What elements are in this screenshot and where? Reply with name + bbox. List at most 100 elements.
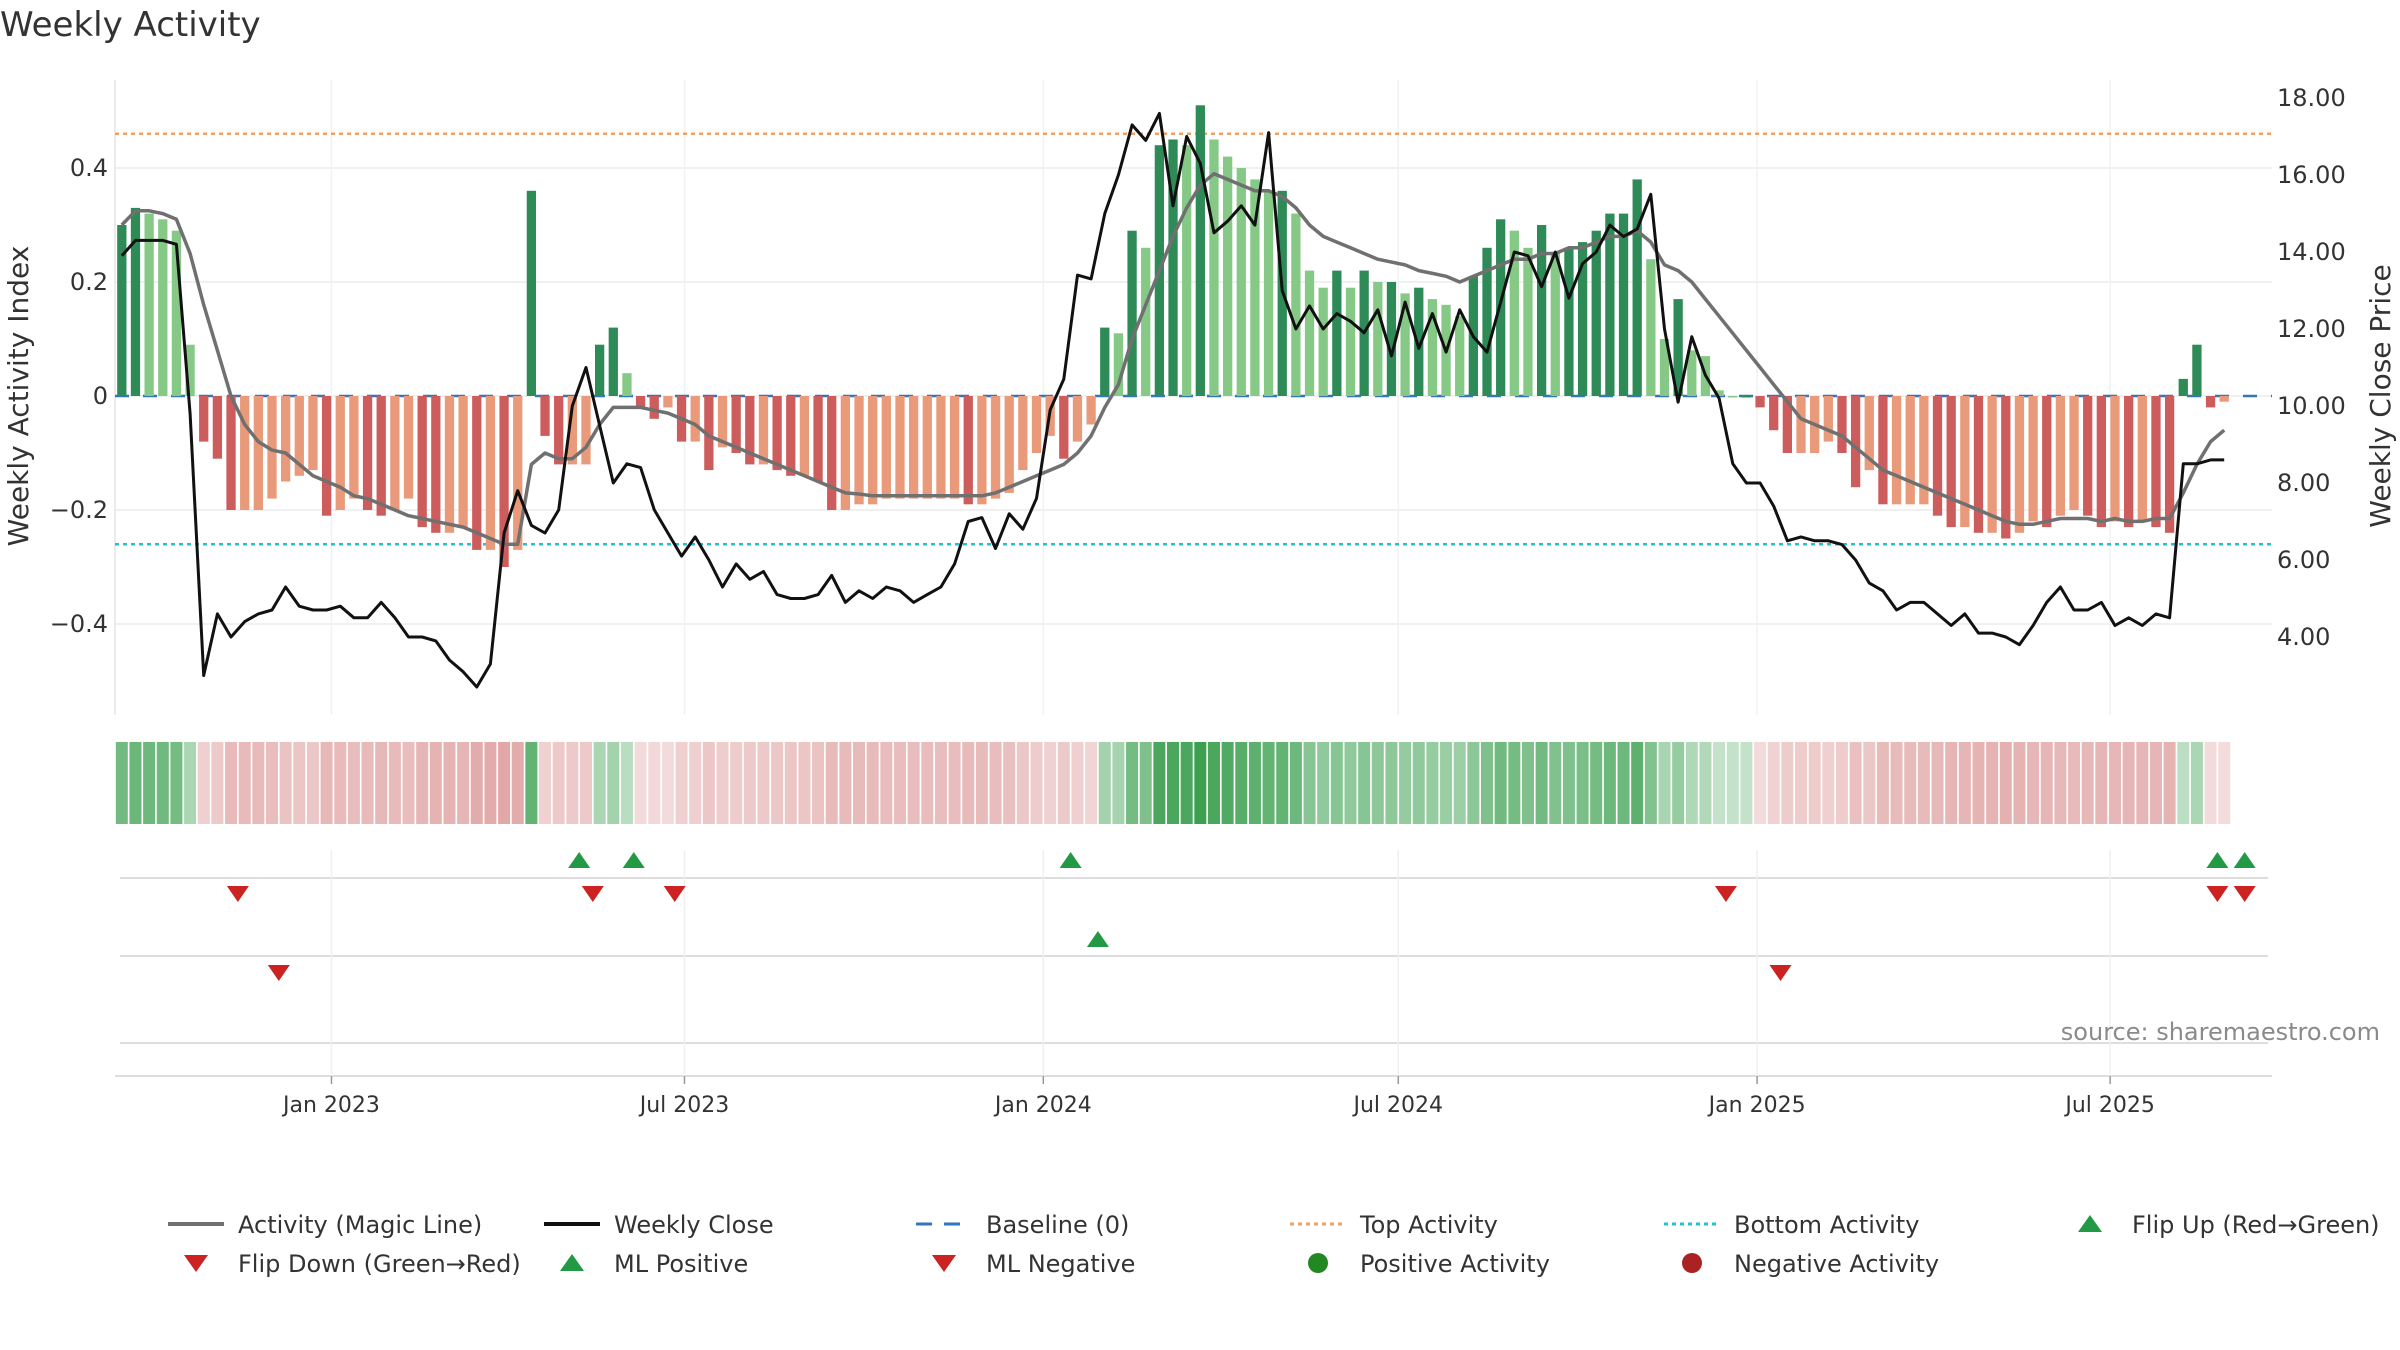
activity-bar <box>799 396 810 476</box>
activity-bar <box>2124 396 2134 528</box>
heat-cell <box>1781 742 1794 824</box>
heat-cell <box>1945 742 1958 824</box>
heat-cell <box>2218 742 2231 824</box>
activity-bar <box>595 344 605 396</box>
activity-bar <box>1414 287 1424 396</box>
flip-up-marker <box>622 852 645 868</box>
heat-cell <box>2013 742 2026 824</box>
activity-bar <box>554 396 564 465</box>
heat-cell <box>907 742 920 824</box>
legend-label: ML Positive <box>614 1250 748 1278</box>
y-tick-label-right: 4.00 <box>2277 623 2330 651</box>
activity-bar <box>540 396 550 436</box>
activity-bar <box>1932 396 1943 516</box>
flip-up-marker <box>568 852 591 868</box>
activity-bar <box>1728 396 1738 398</box>
heat-cell <box>1016 742 1029 824</box>
activity-bar <box>963 396 973 505</box>
heat-cell <box>197 742 210 824</box>
legend-swatch-circle <box>1308 1253 1328 1273</box>
activity-bar <box>1646 259 1656 396</box>
heat-cell <box>1917 742 1930 824</box>
activity-bar <box>1209 139 1219 396</box>
activity-bar <box>990 396 1001 499</box>
activity-bar <box>1304 270 1315 396</box>
y-tick-label-right: 18.00 <box>2277 84 2346 112</box>
activity-bar <box>376 396 386 516</box>
heat-cell <box>1057 742 1070 824</box>
activity-bar <box>240 396 250 510</box>
heat-cell <box>702 742 715 824</box>
activity-bar <box>704 396 714 471</box>
legend-swatch-triangle-down <box>184 1255 208 1272</box>
heat-cell <box>1399 742 1412 824</box>
x-tick-label: Jan 2024 <box>993 1093 1092 1118</box>
activity-bar <box>1427 299 1438 396</box>
activity-bar <box>1673 299 1683 396</box>
heat-cell <box>1849 742 1862 824</box>
heat-cell <box>143 742 156 824</box>
activity-bar <box>444 396 455 533</box>
activity-bar <box>1755 396 1765 408</box>
heat-cell <box>2149 742 2162 824</box>
heat-cell <box>2122 742 2135 824</box>
heat-cell <box>1385 742 1398 824</box>
activity-bar <box>2055 396 2066 516</box>
legend-swatch-triangle-up <box>2078 1215 2102 1232</box>
heat-cell <box>484 742 497 824</box>
activity-bar <box>1987 396 1997 533</box>
right-y-ticks: 18.00 16.00 14.00 12.00 10.00 8.00 6.00 4.00 <box>2277 84 2346 651</box>
heat-cell <box>552 742 565 824</box>
activity-bar <box>117 225 127 396</box>
heat-cell <box>825 742 838 824</box>
heat-cell <box>948 742 961 824</box>
heat-cell <box>265 742 279 824</box>
activity-bar <box>717 396 728 448</box>
activity-bar <box>2014 396 2025 533</box>
heat-cell <box>211 742 224 824</box>
heat-cell <box>1126 742 1139 824</box>
heat-cell <box>2190 742 2203 824</box>
activity-bar <box>2205 396 2216 408</box>
activity-bar <box>1687 350 1697 396</box>
activity-bar <box>1222 156 1233 396</box>
activity-bar <box>895 396 905 499</box>
activity-bar <box>1973 396 1984 533</box>
activity-bar <box>2042 396 2052 528</box>
heat-cell <box>2163 742 2176 824</box>
weekly-close-line <box>120 111 2225 689</box>
heat-cell <box>620 742 633 824</box>
left-y-ticks: 0.4 0.2 0 −0.2 −0.4 <box>50 154 108 638</box>
activity-bar <box>1332 270 1342 396</box>
heat-cell <box>2081 742 2094 824</box>
activity-bar <box>1523 247 1533 396</box>
activity-bar <box>1141 247 1151 396</box>
activity-bar <box>758 396 769 465</box>
heat-cell <box>730 742 743 824</box>
y-tick-label-left: 0.2 <box>70 268 108 296</box>
heat-cell <box>593 742 606 824</box>
heat-cell <box>1344 742 1357 824</box>
activity-bar <box>977 396 987 505</box>
activity-bar <box>2164 396 2175 533</box>
heat-cell <box>839 742 852 824</box>
activity-bar <box>1031 396 1042 453</box>
heat-cell <box>1248 742 1261 824</box>
heat-cell <box>1603 742 1616 824</box>
activity-bar <box>1714 390 1724 396</box>
activity-bar <box>513 396 523 550</box>
activity-bar <box>1373 282 1383 396</box>
heat-cell <box>1562 742 1575 824</box>
activity-bar <box>431 396 441 533</box>
heat-cell <box>279 742 292 824</box>
heat-cell <box>1876 742 1889 824</box>
activity-bar <box>2069 396 2079 510</box>
activity-bar <box>663 396 673 408</box>
heat-cell <box>470 742 483 824</box>
y-axis-label-right: Weekly Close Price <box>2364 264 2397 527</box>
heat-cell <box>1003 742 1016 824</box>
activity-bar <box>1086 396 1096 425</box>
activity-bar <box>1168 139 1178 396</box>
heat-cell <box>1481 742 1494 824</box>
heat-cell <box>1235 742 1248 824</box>
